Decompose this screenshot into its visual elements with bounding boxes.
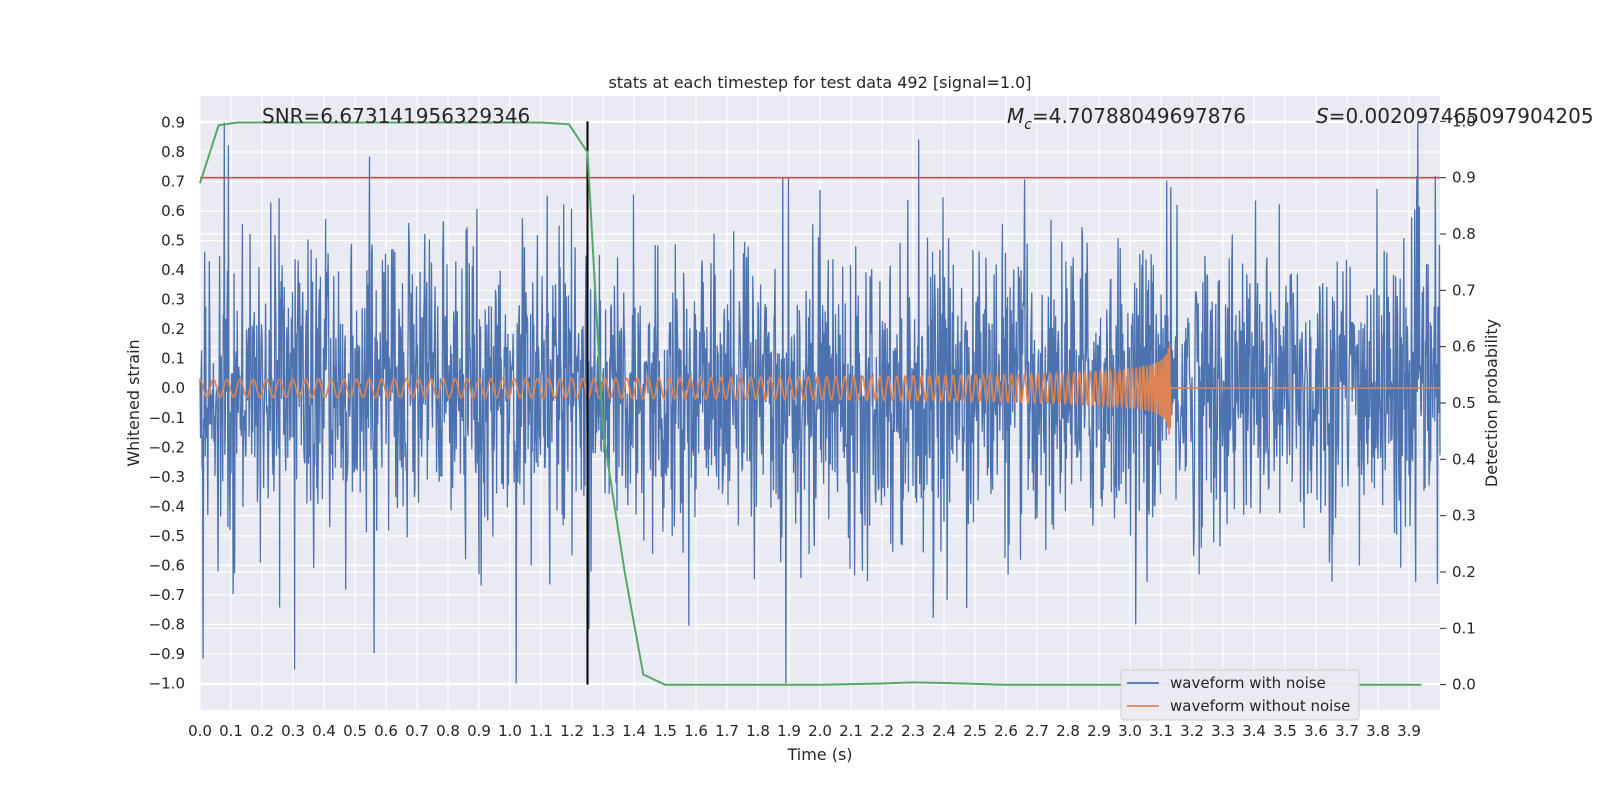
y-left-tick-label: −0.5	[149, 527, 185, 545]
y-left-tick-label: 0.1	[161, 350, 185, 368]
y-right-tick-label: 0.6	[1452, 338, 1476, 356]
y-left-tick-label: −0.4	[149, 497, 185, 515]
x-tick-label: 1.5	[653, 722, 677, 740]
x-tick-label: 1.0	[498, 722, 522, 740]
x-tick-label: 0.4	[312, 722, 336, 740]
x-tick-label: 3.7	[1335, 722, 1359, 740]
s-value: =0.002097465097904205	[1329, 104, 1594, 128]
x-tick-label: 0.0	[188, 722, 212, 740]
x-tick-label: 2.4	[932, 722, 956, 740]
y-right-tick-label: 0.2	[1452, 563, 1476, 581]
x-tick-label: 2.1	[839, 722, 863, 740]
x-tick-label: 0.5	[343, 722, 367, 740]
x-tick-label: 1.1	[529, 722, 553, 740]
y-axis-right-ticks: 0.0 0.1 0.2 0.3 0.4 0.5 0.6 0.7 0.8 0.9 1.0	[1440, 112, 1476, 694]
x-tick-label: 1.6	[684, 722, 708, 740]
series-waveform-with-noise	[199, 122, 1441, 684]
legend-box	[1120, 669, 1360, 721]
chirp-mass-value: =4.70788049697876	[1032, 104, 1246, 128]
x-tick-label: 0.7	[405, 722, 429, 740]
legend-label-noise: waveform with noise	[1170, 674, 1326, 692]
x-tick-label: 0.1	[219, 722, 243, 740]
y-left-tick-label: 0.0	[161, 379, 185, 397]
x-tick-label: 0.2	[250, 722, 274, 740]
x-tick-label: 0.8	[436, 722, 460, 740]
legend-label-clean: waveform without noise	[1170, 697, 1350, 715]
y-right-tick-label: 0.1	[1452, 619, 1476, 637]
y-left-tick-label: −0.6	[149, 556, 185, 574]
snr-annotation: SNR=6.673141956329346	[262, 104, 530, 128]
y-left-tick-label: −0.1	[149, 409, 185, 427]
x-axis-ticks: 0.0 0.1 0.2 0.3 0.4 0.5 0.6 0.7 0.8 0.9 1.0 1.1 1.2 1…	[188, 722, 1421, 740]
s-symbol: S	[1316, 104, 1329, 128]
y-left-tick-label: 0.4	[161, 261, 185, 279]
x-tick-label: 3.2	[1180, 722, 1204, 740]
chirp-mass-subscript: c	[1024, 117, 1032, 133]
chart-title: stats at each timestep for test data 492…	[608, 73, 1031, 92]
y-right-tick-label: 0.5	[1452, 394, 1476, 412]
x-tick-label: 1.9	[777, 722, 801, 740]
x-tick-label: 2.6	[994, 722, 1018, 740]
x-tick-label: 0.9	[467, 722, 491, 740]
y-left-tick-label: −0.7	[149, 586, 185, 604]
y-left-tick-label: −0.2	[149, 438, 185, 456]
y-left-tick-label: 0.6	[161, 202, 185, 220]
x-tick-label: 3.8	[1366, 722, 1390, 740]
x-tick-label: 3.0	[1118, 722, 1142, 740]
y-left-tick-label: −0.3	[149, 468, 185, 486]
y-right-tick-label: 0.3	[1452, 507, 1476, 525]
x-tick-label: 3.4	[1242, 722, 1266, 740]
x-tick-label: 2.5	[963, 722, 987, 740]
s-annotation: S=0.002097465097904205	[1316, 104, 1594, 128]
y-left-tick-label: 0.7	[161, 173, 185, 191]
y-left-tick-label: 0.9	[161, 114, 185, 132]
x-tick-label: 0.3	[281, 722, 305, 740]
waveform-with-noise-line	[199, 122, 1441, 684]
legend: waveform with noise waveform without noi…	[1120, 669, 1360, 721]
y-right-tick-label: 1.0	[1452, 112, 1476, 130]
x-tick-label: 2.7	[1025, 722, 1049, 740]
y-right-tick-label: 0.7	[1452, 281, 1476, 299]
x-tick-label: 3.9	[1397, 722, 1421, 740]
y-axis-left-label: Whitened strain	[124, 339, 143, 466]
x-tick-label: 2.3	[901, 722, 925, 740]
x-tick-label: 1.2	[560, 722, 584, 740]
x-tick-label: 3.5	[1273, 722, 1297, 740]
y-right-tick-label: 0.8	[1452, 225, 1476, 243]
x-tick-label: 2.9	[1087, 722, 1111, 740]
y-left-tick-label: 0.3	[161, 291, 185, 309]
chirp-mass-symbol: M	[1007, 104, 1024, 128]
x-tick-label: 3.3	[1211, 722, 1235, 740]
waveform-without-noise-line	[199, 342, 1440, 435]
y-left-tick-label: −1.0	[149, 674, 185, 692]
y-right-tick-label: 0.0	[1452, 676, 1476, 694]
y-left-tick-label: 0.8	[161, 143, 185, 161]
x-axis-label: Time (s)	[786, 745, 852, 764]
x-tick-label: 1.8	[746, 722, 770, 740]
y-left-tick-label: −0.8	[149, 615, 185, 633]
x-tick-label: 1.3	[591, 722, 615, 740]
x-tick-label: 1.7	[715, 722, 739, 740]
y-right-tick-label: 0.4	[1452, 450, 1476, 468]
series-waveform-without-noise	[199, 342, 1440, 435]
y-right-tick-label: 0.9	[1452, 169, 1476, 187]
x-tick-label: 1.4	[622, 722, 646, 740]
y-axis-left-ticks: −1.0 −0.9 −0.8 −0.7 −0.6 −0.5 −0.4 −0.3 −0.2 −0.1…	[149, 114, 185, 693]
chirp-mass-annotation: Mc=4.70788049697876	[1007, 104, 1246, 133]
y-left-tick-label: 0.2	[161, 320, 185, 338]
x-tick-label: 2.0	[808, 722, 832, 740]
x-tick-label: 0.6	[374, 722, 398, 740]
x-tick-label: 2.2	[870, 722, 894, 740]
x-tick-label: 3.6	[1304, 722, 1328, 740]
y-left-tick-label: −0.9	[149, 645, 185, 663]
y-axis-right-label: Detection probability	[1482, 319, 1501, 487]
y-left-tick-label: 0.5	[161, 232, 185, 250]
x-tick-label: 2.8	[1056, 722, 1080, 740]
x-tick-label: 3.1	[1149, 722, 1173, 740]
reference-lines	[200, 121, 1440, 685]
